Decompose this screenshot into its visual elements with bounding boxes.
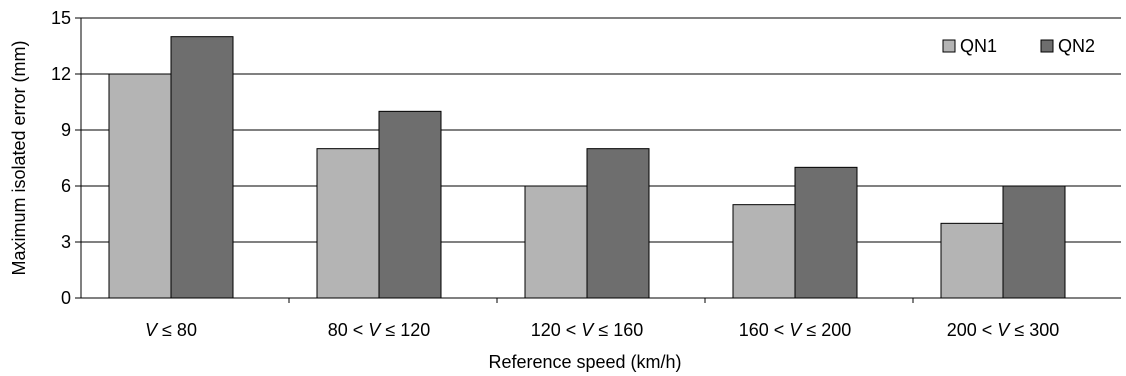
legend: QN1 QN2 xyxy=(942,36,1095,56)
legend-swatch-qn1 xyxy=(942,39,956,53)
bar-qn1-2 xyxy=(524,185,588,299)
legend-label-qn1: QN1 xyxy=(960,36,997,56)
y-tick-labels: 0 3 6 9 12 15 xyxy=(51,8,81,308)
bar-qn2-1 xyxy=(378,110,442,299)
x-tick-label: 160 < V ≤ 200 xyxy=(739,320,851,340)
x-tick-label-part: ≤ 80 xyxy=(157,320,197,340)
axes xyxy=(80,18,1121,299)
bar-qn2-3 xyxy=(794,166,858,299)
x-tick-label: 80 < V ≤ 120 xyxy=(328,320,430,340)
bar-qn2-4 xyxy=(1002,185,1066,299)
x-tick-label-part: ≤ 120 xyxy=(380,320,430,340)
bar-qn1-3 xyxy=(732,204,796,299)
x-tick-label-part: V xyxy=(581,320,595,340)
x-tick-label-part: ≤ 160 xyxy=(593,320,643,340)
x-tick-label-part: 160 < xyxy=(739,320,790,340)
y-axis-title: Maximum isolated error (mm) xyxy=(9,40,29,275)
x-tick-labels: V ≤ 80 80 < V ≤ 120 120 < V ≤ 160 160 < V ≤… xyxy=(145,298,1059,340)
bar-qn1-0 xyxy=(108,73,172,299)
y-tick-label: 0 xyxy=(61,288,71,308)
bar-qn2-0 xyxy=(170,36,234,299)
bar-qn1-1 xyxy=(316,148,380,299)
y-tick-label: 3 xyxy=(61,232,71,252)
bar-qn2-2 xyxy=(586,148,650,299)
bar-qn1-4 xyxy=(940,222,1004,299)
x-tick-label-part: 120 < xyxy=(531,320,582,340)
y-tick-label: 12 xyxy=(51,64,71,84)
x-tick-label-part: 200 < xyxy=(947,320,998,340)
y-tick-label: 6 xyxy=(61,176,71,196)
bars xyxy=(108,36,1066,299)
x-tick-label: V ≤ 80 xyxy=(145,320,197,340)
x-tick-label-part: V xyxy=(368,320,382,340)
x-tick-label-part: ≤ 200 xyxy=(801,320,851,340)
y-tick-label: 9 xyxy=(61,120,71,140)
legend-swatch-qn2 xyxy=(1040,39,1054,53)
y-tick-label: 15 xyxy=(51,8,71,28)
x-tick-label-part: V xyxy=(997,320,1011,340)
x-tick-label-part: V xyxy=(789,320,803,340)
x-axis-title: Reference speed (km/h) xyxy=(488,352,681,372)
x-tick-label-part: 80 < xyxy=(328,320,369,340)
legend-label-qn2: QN2 xyxy=(1058,36,1095,56)
x-tick-label-part: ≤ 300 xyxy=(1009,320,1059,340)
x-tick-label-part: V xyxy=(145,320,159,340)
x-tick-label: 120 < V ≤ 160 xyxy=(531,320,643,340)
x-tick-label: 200 < V ≤ 300 xyxy=(947,320,1059,340)
